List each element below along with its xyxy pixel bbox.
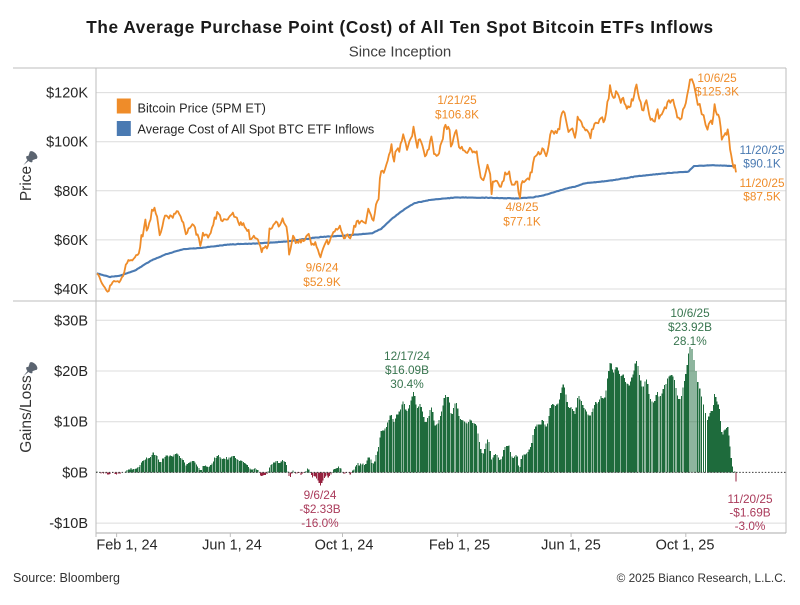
svg-text:Feb 1, 24: Feb 1, 24 — [96, 538, 157, 554]
svg-text:28.1%: 28.1% — [673, 334, 707, 348]
svg-text:The Average Purchase Point (Co: The Average Purchase Point (Cost) of All… — [86, 17, 714, 37]
svg-text:Price: Price — [18, 166, 35, 201]
svg-text:-$2.33B: -$2.33B — [299, 502, 340, 516]
svg-text:Bitcoin Price (5PM ET): Bitcoin Price (5PM ET) — [138, 101, 266, 115]
svg-text:-16.0%: -16.0% — [301, 516, 339, 530]
svg-text:$16.09B: $16.09B — [385, 363, 429, 377]
svg-text:11/20/25: 11/20/25 — [739, 176, 784, 190]
svg-text:1/21/25: 1/21/25 — [437, 93, 477, 107]
svg-text:9/6/24: 9/6/24 — [304, 488, 337, 502]
svg-text:11/20/25: 11/20/25 — [727, 492, 772, 506]
svg-text:10/6/25: 10/6/25 — [697, 71, 737, 85]
svg-text:Average Cost of All Spot BTC E: Average Cost of All Spot BTC ETF Inflows — [138, 123, 375, 137]
svg-text:-$1.69B: -$1.69B — [729, 506, 770, 520]
svg-text:Jun 1, 24: Jun 1, 24 — [202, 538, 262, 554]
svg-text:9/6/24: 9/6/24 — [306, 261, 339, 275]
svg-text:$0B: $0B — [62, 465, 88, 481]
svg-text:Jun 1, 25: Jun 1, 25 — [541, 538, 601, 554]
svg-text:-$10B: -$10B — [49, 516, 88, 532]
svg-text:Oct 1, 24: Oct 1, 24 — [315, 538, 374, 554]
svg-text:30.4%: 30.4% — [390, 377, 424, 391]
svg-text:$100K: $100K — [46, 135, 88, 151]
svg-text:$77.1K: $77.1K — [503, 215, 541, 229]
svg-text:$87.5K: $87.5K — [743, 190, 781, 204]
svg-text:Oct 1, 25: Oct 1, 25 — [656, 538, 715, 554]
svg-text:$52.9K: $52.9K — [303, 275, 341, 289]
svg-text:$23.92B: $23.92B — [668, 320, 712, 334]
svg-text:10/6/25: 10/6/25 — [670, 306, 710, 320]
svg-text:$125.3K: $125.3K — [695, 85, 739, 99]
svg-text:$20B: $20B — [54, 364, 88, 380]
svg-text:Feb 1, 25: Feb 1, 25 — [429, 538, 490, 554]
svg-text:Gains/Loss: Gains/Loss — [18, 375, 35, 453]
svg-text:$10B: $10B — [54, 415, 88, 431]
svg-text:Since Inception: Since Inception — [349, 44, 452, 61]
svg-text:$90.1K: $90.1K — [743, 157, 781, 171]
svg-text:$106.8K: $106.8K — [435, 108, 479, 122]
svg-text:$30B: $30B — [54, 313, 88, 329]
svg-text:4/8/25: 4/8/25 — [506, 200, 539, 214]
svg-text:$80K: $80K — [54, 184, 88, 200]
svg-text:11/20/25: 11/20/25 — [739, 143, 784, 157]
svg-text:-3.0%: -3.0% — [735, 519, 766, 533]
svg-text:© 2025 Bianco Research, L.L.C.: © 2025 Bianco Research, L.L.C. — [617, 571, 786, 585]
svg-text:Source: Bloomberg: Source: Bloomberg — [13, 571, 120, 585]
svg-text:$40K: $40K — [54, 282, 88, 298]
svg-text:12/17/24: 12/17/24 — [384, 349, 430, 363]
svg-text:$120K: $120K — [46, 86, 88, 102]
svg-text:$60K: $60K — [54, 233, 88, 249]
